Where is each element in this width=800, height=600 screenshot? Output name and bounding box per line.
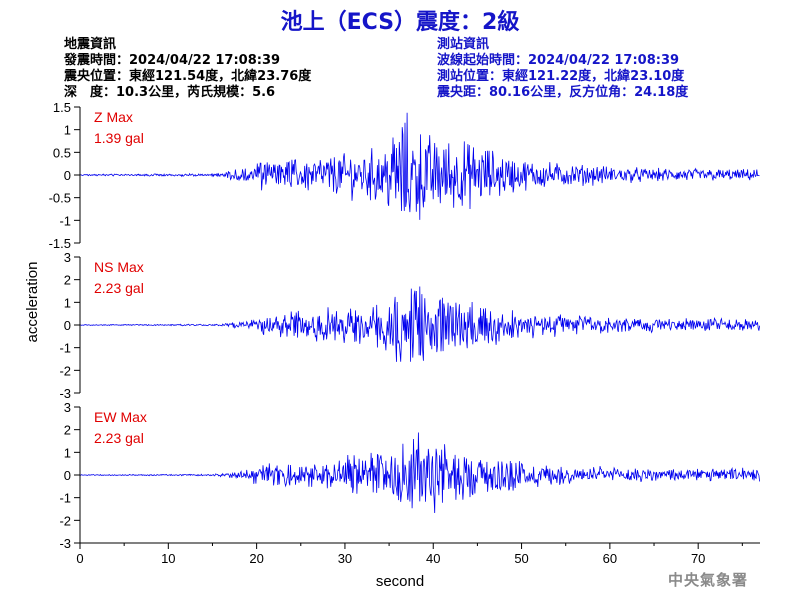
x-tick-label: 20 — [249, 551, 263, 566]
origin-time: 發震時間：2024/04/22 17:08:39 — [64, 53, 281, 68]
panel-ns: -3 -2 -1 0 1 2 3 NS Max 2.23 gal — [59, 250, 760, 401]
peak-label-ew: EW Max — [94, 409, 147, 425]
y-tick-label: 0 — [64, 468, 71, 483]
epicentral-distance-azimuth: 震央距：80.16公里，反方位角：24.18度 — [437, 85, 689, 100]
waveform-trace-ew — [79, 432, 760, 514]
peak-label-z: Z Max — [94, 109, 133, 125]
y-tick-label: -1 — [59, 341, 71, 356]
y-tick-label: 0 — [64, 168, 71, 183]
epicenter-location: 震央位置：東經121.54度，北緯23.76度 — [64, 69, 312, 84]
peak-label-ns: NS Max — [94, 259, 144, 275]
waveform-trace-ns — [79, 286, 760, 362]
panel-z: -1.5 -1 -0.5 0 0.5 1 1.5 Z Max 1.39 gal — [49, 100, 760, 251]
y-tick-label: 1 — [64, 123, 71, 138]
y-tick-label: -1 — [59, 491, 71, 506]
y-tick-label: -3 — [59, 536, 71, 551]
station-info-block: 測站資訊 波線起始時間：2024/04/22 17:08:39 測站位置：東經1… — [437, 37, 688, 101]
event-info-block: 地震資訊 發震時間：2024/04/22 17:08:39 震央位置：東經121… — [64, 37, 311, 101]
y-tick-label: 1 — [64, 295, 71, 310]
x-tick-label: 60 — [603, 551, 617, 566]
y-tick-label: -1.5 — [49, 236, 71, 251]
depth-magnitude: 深 度：10.3公里，芮氏規模：5.6 — [64, 85, 276, 100]
y-tick-label: 3 — [64, 250, 71, 265]
y-tick-label: 2 — [64, 273, 71, 288]
x-tick-label: 0 — [76, 551, 83, 566]
station-info-heading: 測站資訊 — [437, 37, 490, 52]
page-title: 池上（ECS）震度：2級 — [280, 10, 520, 35]
x-tick-label: 40 — [426, 551, 440, 566]
peak-value-ns: 2.23 gal — [94, 280, 144, 296]
y-axis-title: acceleration — [24, 262, 41, 343]
y-tick-label: 3 — [64, 400, 71, 415]
x-tick-label: 30 — [338, 551, 352, 566]
agency-stamp: 中央氣象署 — [667, 571, 748, 589]
peak-value-ew: 2.23 gal — [94, 430, 144, 446]
event-info-heading: 地震資訊 — [64, 37, 117, 52]
y-tick-label: -1 — [59, 213, 71, 228]
station-location: 測站位置：東經121.22度，北緯23.10度 — [437, 69, 685, 84]
x-axis-title: second — [376, 573, 424, 590]
y-tick-label: -2 — [59, 513, 71, 528]
y-tick-label: 2 — [64, 423, 71, 438]
x-tick-label: 70 — [691, 551, 705, 566]
y-tick-label: -0.5 — [49, 191, 71, 206]
y-tick-label: 1 — [64, 445, 71, 460]
y-tick-label: -3 — [59, 386, 71, 401]
x-tick-label: 10 — [161, 551, 175, 566]
peak-value-z: 1.39 gal — [94, 130, 144, 146]
x-tick-label: 50 — [514, 551, 528, 566]
waveform-start-time: 波線起始時間：2024/04/22 17:08:39 — [437, 53, 680, 68]
y-tick-label: 0 — [64, 318, 71, 333]
y-tick-label: 1.5 — [53, 100, 71, 115]
y-tick-label: -2 — [59, 363, 71, 378]
waveform-trace-z — [79, 112, 760, 220]
y-tick-label: 0.5 — [53, 145, 71, 160]
panel-ew: -3 -2 -1 0 1 2 3 EW Max 2.23 gal — [59, 400, 760, 551]
